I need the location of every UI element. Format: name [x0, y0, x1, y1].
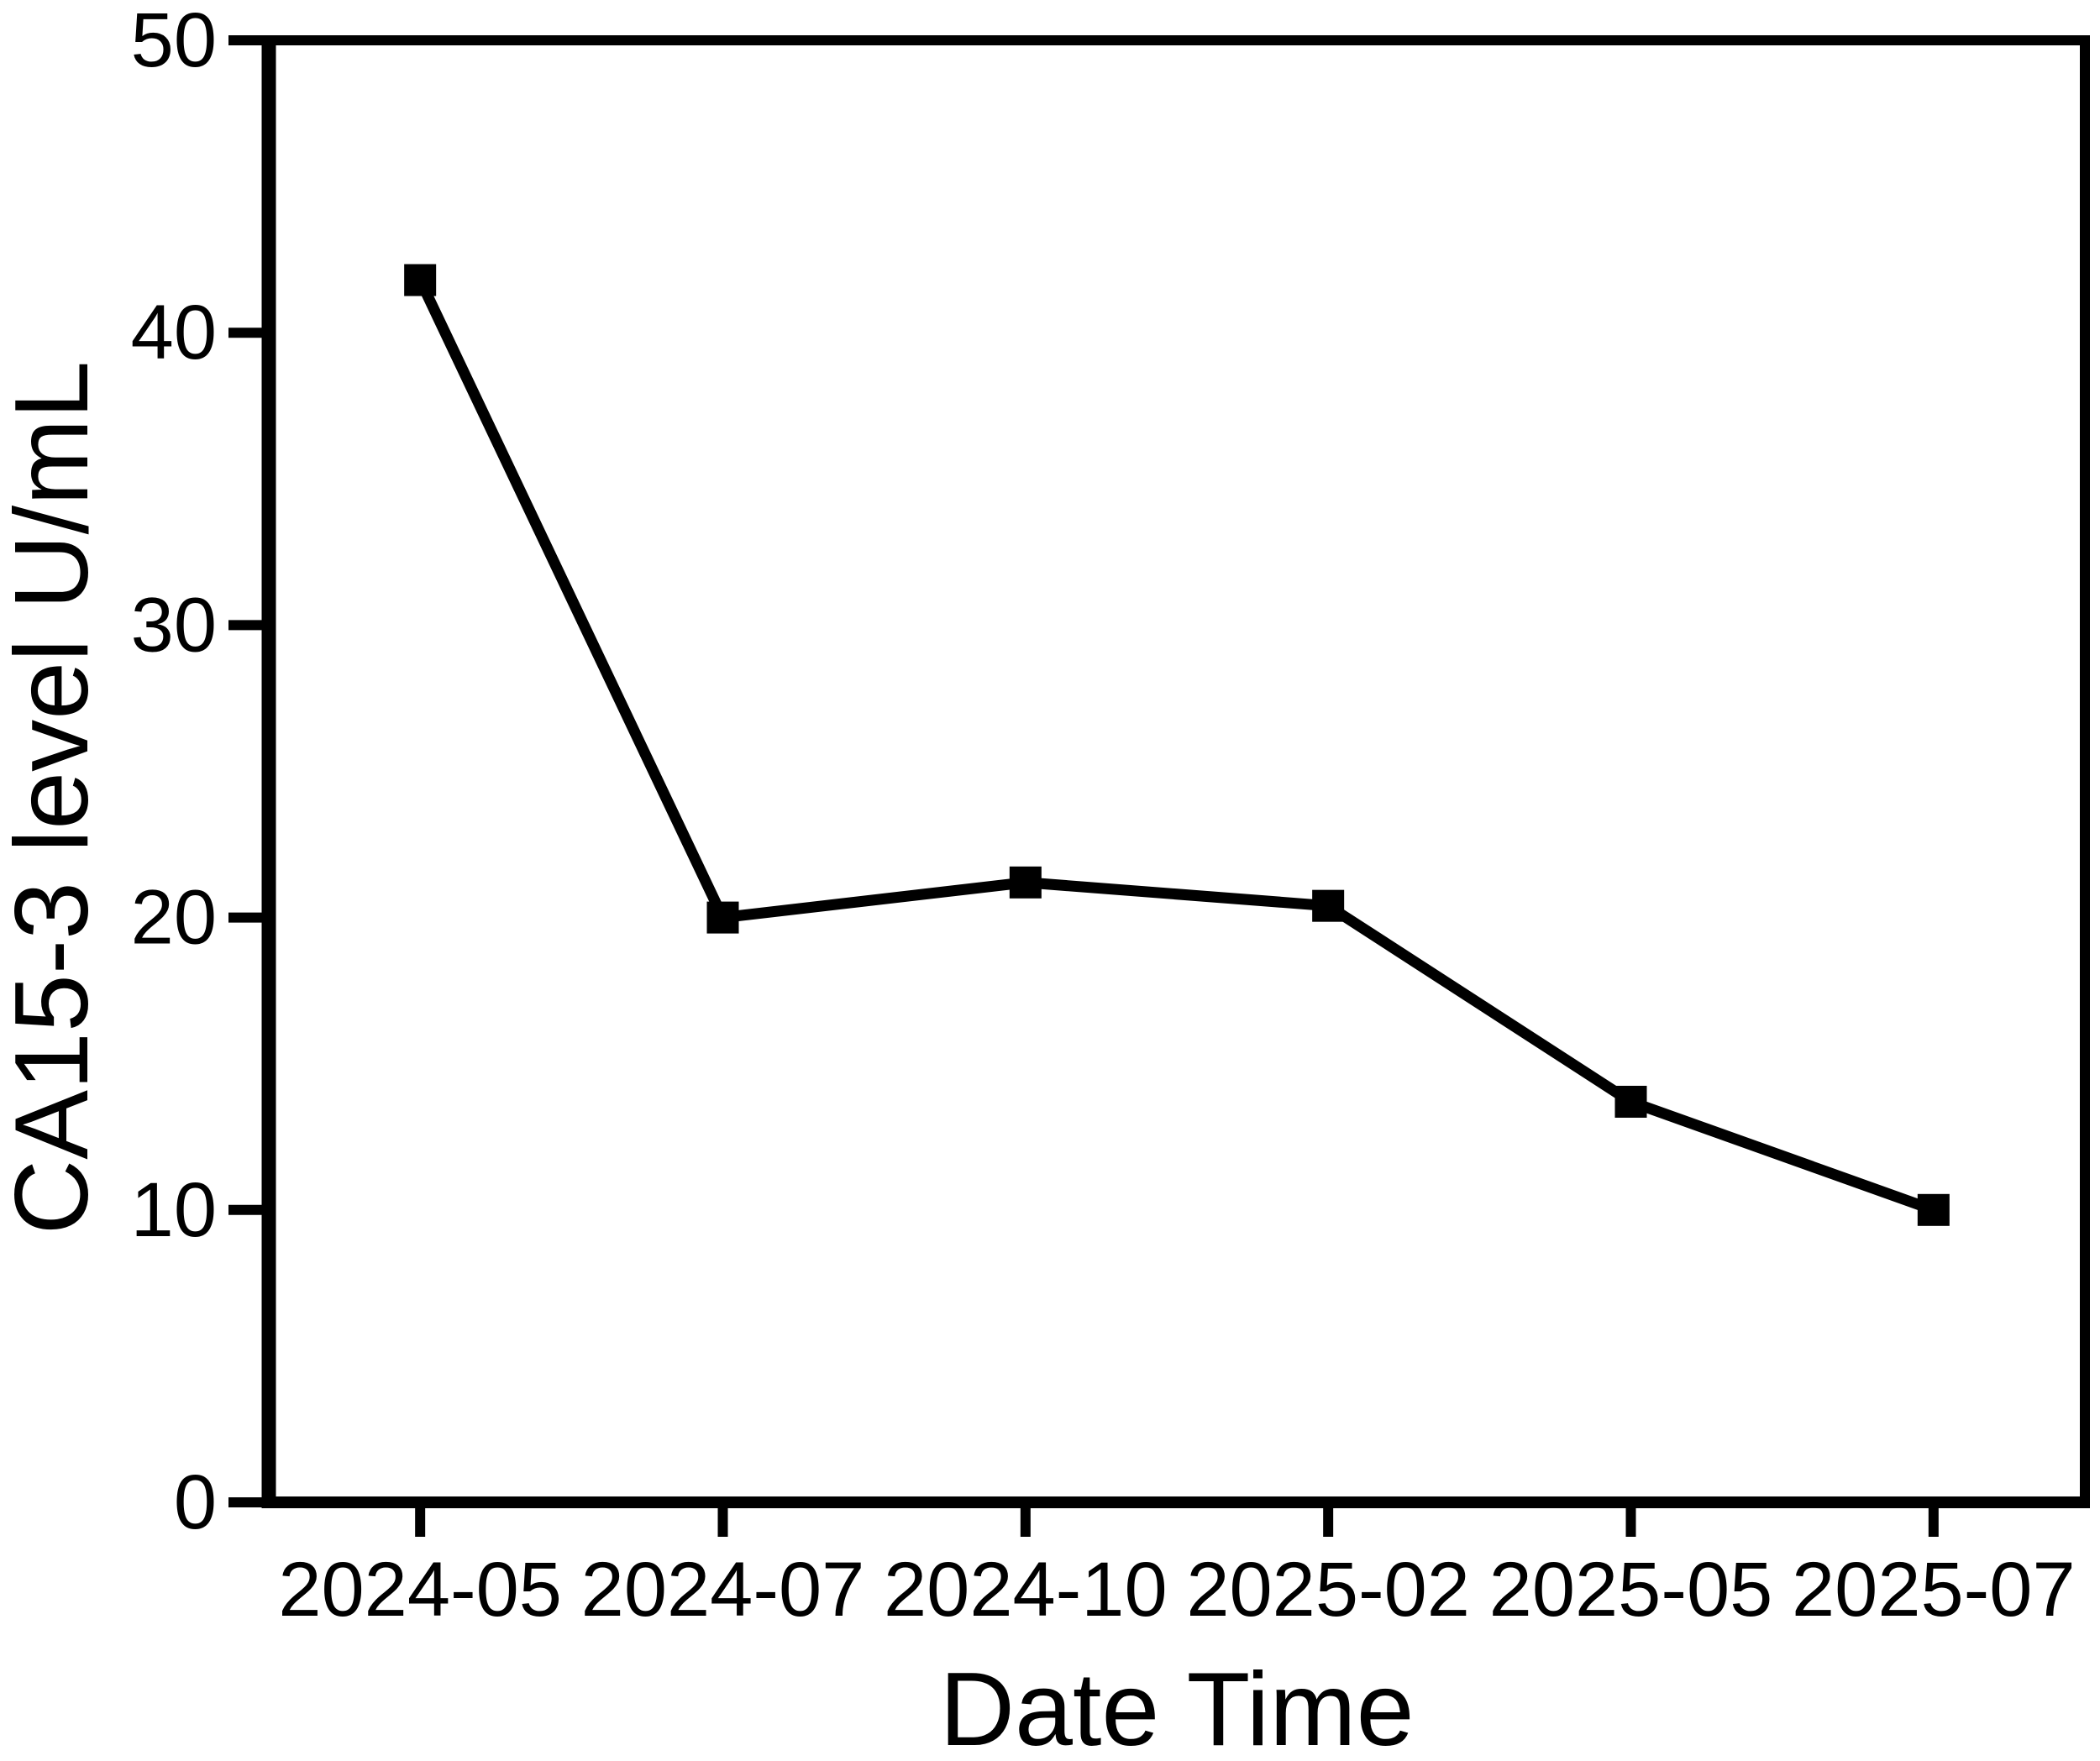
- plot-frame: [261, 35, 2090, 1508]
- data-point-marker: [706, 901, 739, 934]
- y-tick-label: 20: [131, 875, 217, 961]
- x-tick-label: 2025-05: [1489, 1547, 1773, 1633]
- x-tick-label: 2024-10: [884, 1547, 1168, 1633]
- plot-border: [264, 35, 2090, 1507]
- x-axis-title: Date Time: [939, 1652, 1414, 1761]
- y-tick-label: 10: [131, 1167, 217, 1253]
- x-axis-ticks: 2024-05 2024-07 2024-10 2025-02 2025-05 2025-…: [278, 1508, 2076, 1633]
- data-point-marker: [1312, 889, 1345, 922]
- data-point-marker: [1614, 1085, 1647, 1118]
- y-axis-title: CA15-3 level U/mL: [0, 361, 110, 1235]
- y-tick-label: 50: [131, 0, 217, 83]
- data-point-marker: [1009, 866, 1042, 899]
- y-axis-ticks: 0 10 20 30 40 50: [131, 0, 262, 1545]
- series-line: [415, 277, 1936, 1215]
- data-point-marker: [1917, 1193, 1950, 1226]
- x-tick-label: 2024-05: [278, 1547, 562, 1633]
- x-tick-label: 2024-07: [581, 1547, 865, 1633]
- x-tick-label: 2025-02: [1186, 1547, 1470, 1633]
- x-tick-label: 2025-07: [1792, 1547, 2076, 1633]
- data-series: [404, 264, 1950, 1226]
- y-tick-label: 0: [174, 1460, 217, 1545]
- data-point-marker: [404, 264, 437, 296]
- y-tick-label: 30: [131, 582, 217, 668]
- y-tick-label: 40: [131, 290, 217, 375]
